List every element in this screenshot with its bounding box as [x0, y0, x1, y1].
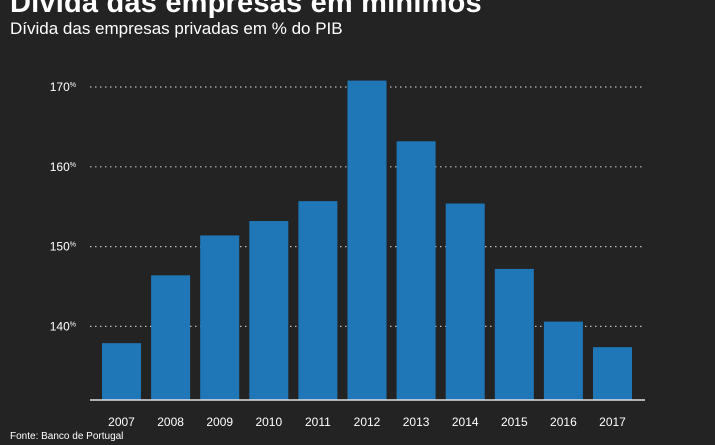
bar-2010: [249, 221, 289, 400]
chart-title: Dívida das empresas em mínimos: [10, 0, 482, 19]
bar-2007: [102, 343, 141, 400]
source-note: Fonte: Banco de Portugal: [10, 431, 124, 442]
bar-2015: [494, 268, 534, 400]
x-tick-label-2013: 2013: [403, 415, 430, 429]
y-tick-label-140: 140%: [50, 319, 76, 333]
bar-2017: [593, 347, 632, 400]
x-tick-label-2016: 2016: [550, 415, 577, 429]
y-tick-labels: 140% 150% 160% 170%: [50, 80, 76, 333]
x-tick-label-2012: 2012: [354, 415, 381, 429]
x-tick-label-2007: 2007: [108, 415, 135, 429]
y-tick-label-170: 170%: [50, 80, 76, 94]
x-tick-label-2015: 2015: [501, 415, 528, 429]
x-tick-label-2014: 2014: [452, 415, 479, 429]
x-tick-label-2017: 2017: [599, 415, 626, 429]
bar-2014: [445, 203, 485, 400]
bar-2016: [543, 321, 583, 400]
y-tick-label-160: 160%: [50, 160, 76, 174]
x-tick-label-2010: 2010: [255, 415, 282, 429]
bar-2011: [298, 201, 338, 400]
bar-2012: [347, 80, 387, 400]
x-tick-label-2009: 2009: [206, 415, 233, 429]
bar-2008: [151, 275, 191, 400]
x-tick-label-2011: 2011: [305, 415, 331, 429]
x-tick-label-2008: 2008: [157, 415, 184, 429]
bar-2009: [200, 235, 240, 400]
x-tick-labels: 2007 2008 2009 2010 2011 2012 2013 2014 2015 2016…: [108, 415, 626, 429]
y-tick-label-150: 150%: [50, 240, 76, 254]
bars: [102, 80, 632, 400]
chart-subtitle: Dívida das empresas privadas em % do PIB: [10, 19, 343, 38]
bar-2013: [396, 141, 436, 400]
